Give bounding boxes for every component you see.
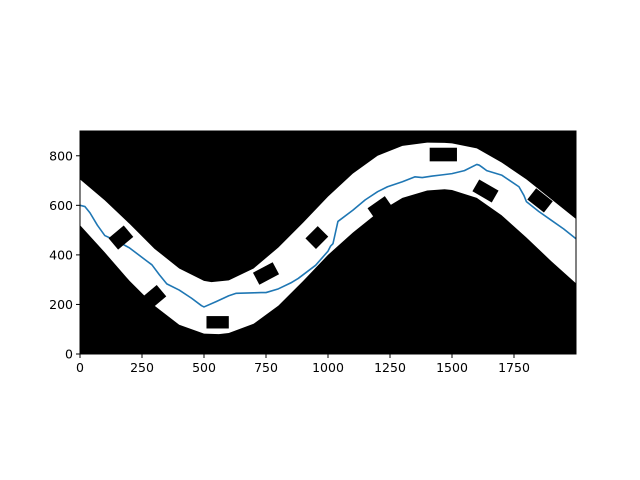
obstacle-7	[429, 147, 457, 162]
obstacle-layer	[108, 147, 553, 329]
obstacle-4	[252, 262, 280, 285]
y-tick-label: 600	[49, 198, 73, 213]
obstacle-8	[472, 179, 499, 203]
obstacle-3	[206, 316, 229, 329]
obstacle-9	[527, 188, 553, 213]
x-axis: 0 250 500 750 1000 1250 1500 1750	[76, 354, 530, 375]
x-tick-label: 0	[76, 360, 84, 375]
road-area	[80, 142, 576, 335]
y-tick-label: 400	[49, 247, 73, 262]
x-tick-label: 1500	[436, 360, 468, 375]
y-axis: 0 200 400 600 800	[49, 148, 80, 362]
obstacle-6	[367, 196, 393, 220]
x-tick-label: 1250	[374, 360, 406, 375]
path-series-line	[80, 163, 576, 308]
obstacle-2	[141, 284, 167, 310]
x-tick-label: 500	[192, 360, 216, 375]
y-tick-label: 800	[49, 148, 73, 163]
y-tick-label: 200	[49, 297, 73, 312]
obstacle-1	[108, 225, 134, 250]
obstacle-5	[305, 226, 329, 249]
road-layer	[80, 142, 576, 335]
y-tick-label: 0	[65, 347, 73, 362]
x-tick-label: 1750	[498, 360, 530, 375]
x-tick-label: 750	[254, 360, 278, 375]
x-tick-label: 1000	[312, 360, 344, 375]
x-tick-label: 250	[130, 360, 154, 375]
path-layer	[80, 163, 576, 308]
